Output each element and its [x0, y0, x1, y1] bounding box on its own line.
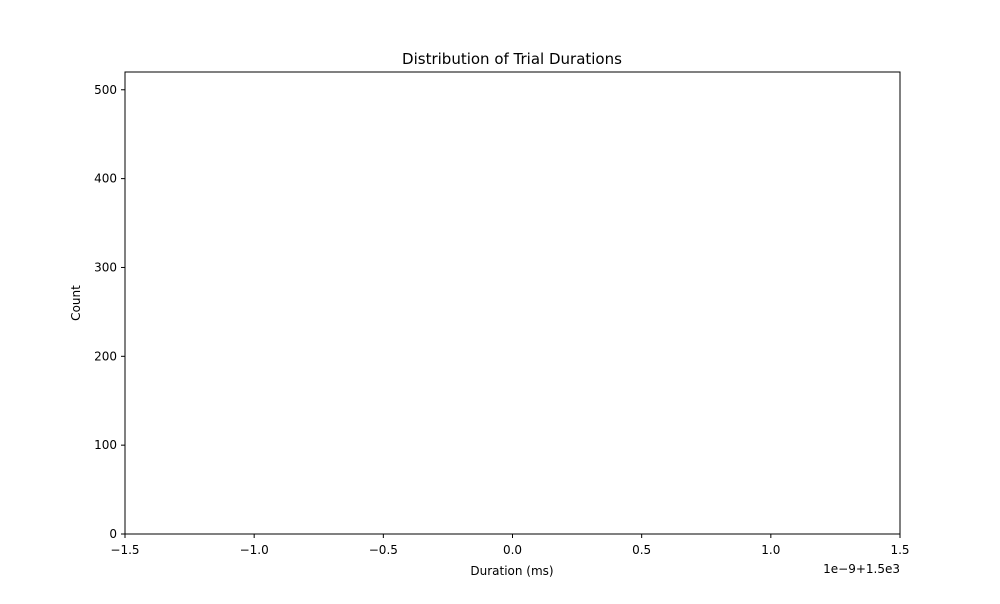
- x-tick-label: −1.0: [240, 543, 269, 557]
- y-tick-label: 400: [94, 172, 117, 186]
- plot-area-frame: [124, 71, 901, 535]
- y-axis-label: Count: [69, 285, 83, 321]
- chart-title: Distribution of Trial Durations: [402, 50, 622, 68]
- ticks-layer: −1.5 −1.0 −0.5 0.0 0.5 1.0 1.5 0 100 200 300 400 500: [94, 83, 909, 557]
- x-axis-label: Duration (ms): [470, 564, 553, 578]
- x-tick-label: −1.5: [110, 543, 139, 557]
- x-tick-label: 1.0: [761, 543, 780, 557]
- y-tick-label: 500: [94, 83, 117, 97]
- x-tick-label: 0.5: [632, 543, 651, 557]
- y-tick-label: 100: [94, 438, 117, 452]
- y-tick-label: 200: [94, 349, 117, 363]
- x-tick-label: 1.5: [890, 543, 909, 557]
- x-axis-offset-label: 1e−9+1.5e3: [823, 562, 900, 576]
- x-tick-label: 0.0: [503, 543, 522, 557]
- x-tick-label: −0.5: [369, 543, 398, 557]
- y-tick-label: 0: [109, 527, 117, 541]
- y-tick-label: 300: [94, 260, 117, 274]
